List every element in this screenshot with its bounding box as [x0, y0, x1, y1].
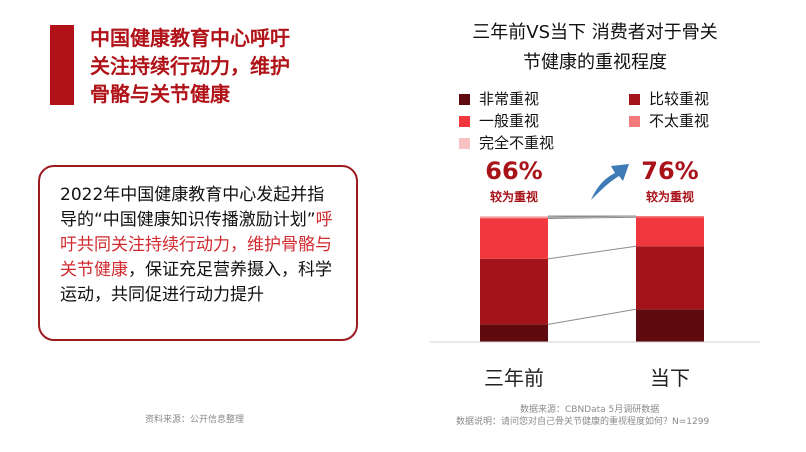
legend-label: 比较重视 — [649, 90, 710, 108]
legend-swatch — [459, 94, 470, 105]
legend-swatch — [629, 116, 640, 127]
data-label-value: 66% — [485, 157, 543, 185]
category-tick-label: 当下 — [650, 366, 690, 390]
connector-line — [547, 245, 637, 260]
data-label-caption: 较为重视 — [645, 190, 694, 204]
bar-segment — [636, 217, 704, 247]
connector-line — [547, 308, 637, 325]
legend-label: 不太重视 — [649, 112, 710, 130]
legend-item: 不太重视 — [629, 111, 709, 131]
data-label-value: 76% — [641, 157, 699, 185]
category-tick-label: 三年前 — [484, 366, 544, 390]
page-title: 中国健康教育中心呼吁 关注持续行动力，维护 骨骼与关节健康 — [90, 26, 290, 106]
connector-line — [547, 215, 637, 218]
legend-swatch — [459, 138, 470, 149]
legend-swatch — [629, 94, 640, 105]
chart-data-note: 数据说明：请问您对自己骨关节健康的重视程度如何？N=1299 — [456, 417, 710, 427]
bar-segment — [636, 216, 704, 218]
legend-swatch — [459, 116, 470, 127]
chart-source-note: 数据来源：CBNData 5月调研数据 — [520, 405, 660, 415]
legend-item: 一般重视 — [459, 111, 539, 131]
chart-title: 三年前VS当下 消费者对于骨关 节健康的重视程度 — [472, 22, 718, 73]
bar-segment — [480, 258, 548, 325]
connector-line — [547, 216, 637, 220]
legend-label: 一般重视 — [479, 112, 540, 130]
info-text-highlight: 呼吁共同关注持续行动力，维护骨骼与关节健康 — [60, 210, 333, 280]
bar-segment — [480, 216, 548, 218]
bar-segment — [480, 218, 548, 259]
bar-segment — [636, 246, 704, 310]
data-label-caption: 较为重视 — [489, 190, 538, 204]
legend-item: 完全不重视 — [459, 133, 554, 153]
legend-label: 非常重视 — [479, 90, 540, 108]
legend-item: 比较重视 — [629, 89, 709, 109]
info-text-plain: 2022年中国健康教育中心发起并指导的“中国健康知识传播激励计划” — [60, 185, 325, 230]
bar-segment — [480, 324, 548, 342]
curved-up-arrow-icon — [585, 156, 633, 202]
title-accent-bar — [50, 25, 74, 105]
left-source-note: 资料来源：公开信息整理 — [145, 415, 245, 425]
legend-label: 完全不重视 — [479, 134, 555, 152]
bar-segment — [636, 309, 704, 342]
info-callout-box: 2022年中国健康教育中心发起并指导的“中国健康知识传播激励计划”呼吁共同关注持… — [38, 165, 358, 341]
bar-segment — [480, 217, 548, 219]
info-text-plain-end: ，保证充足营养摄入，科学运动，共同促进行动力提升 — [60, 260, 332, 305]
chart-legend: 非常重视 比较重视一般重视 不太重视完全不重视 — [459, 89, 759, 155]
legend-item: 非常重视 — [459, 89, 539, 109]
